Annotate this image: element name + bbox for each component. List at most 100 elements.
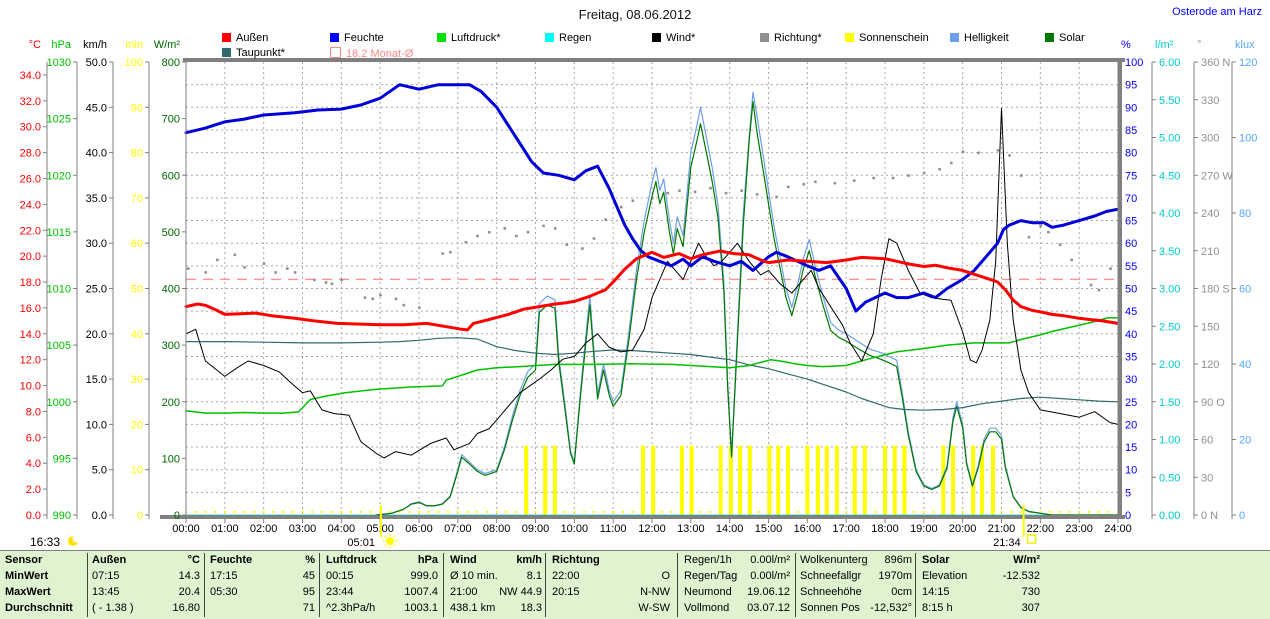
chart-label: 100 xyxy=(1125,57,1143,69)
table-cell-regen-value: 03.07.12 xyxy=(747,602,790,614)
chart-label: 23:00 xyxy=(1065,523,1093,535)
legend-swatch-icon xyxy=(222,33,231,42)
chart-label: 100 xyxy=(1239,133,1257,145)
chart-label: 400 xyxy=(162,284,180,296)
legend-label: Regen xyxy=(559,32,592,44)
chart-label: 19:00 xyxy=(910,523,938,535)
table-cell-solar-value: 307 xyxy=(1021,602,1040,614)
chart-label: 1.00 xyxy=(1159,435,1180,447)
chart-label: 18:00 xyxy=(871,523,899,535)
chart-label: 0 xyxy=(174,510,180,522)
legend-item-richtung-: Richtung* xyxy=(760,32,822,44)
table-row-header: MaxWert xyxy=(5,586,51,598)
legend-item-luftdruck-: Luftdruck* xyxy=(437,32,501,44)
chart-label: 09:00 xyxy=(522,523,550,535)
table-cell-feuchte-label: 05:30 xyxy=(210,586,238,598)
table-cell-aussen-label: ( - 1.38 ) xyxy=(92,602,134,614)
legend-item-wind-: Wind* xyxy=(652,32,695,44)
table-cell-wolken-value: 1970m xyxy=(878,570,912,582)
legend-swatch-icon xyxy=(652,33,661,42)
chart-label: 2.50 xyxy=(1159,321,1180,333)
chart-label: 100 xyxy=(125,57,143,69)
chart-label: km/h xyxy=(83,39,107,51)
chart-label: 0.0 xyxy=(92,510,107,522)
series-luftdruck xyxy=(185,317,1119,414)
legend-label: Luftdruck* xyxy=(451,32,501,44)
chart-label: 500 xyxy=(162,227,180,239)
legend-item-taupunkt-: Taupunkt* xyxy=(222,47,285,59)
chart-label: 40 xyxy=(1125,329,1137,341)
page-title: Freitag, 08.06.2012 xyxy=(578,7,692,22)
legend-label: Wind* xyxy=(666,32,696,44)
chart-label: 40.0 xyxy=(86,148,107,160)
chart-label: 95 xyxy=(1125,80,1137,92)
chart-label: 70 xyxy=(1125,193,1137,205)
table-cell-luftdruck-value: hPa xyxy=(417,554,438,566)
legend-label: Taupunkt* xyxy=(236,47,285,59)
chart-label: 11:00 xyxy=(600,523,627,535)
chart-label: 800 xyxy=(162,57,180,69)
chart-label: 700 xyxy=(162,114,180,126)
chart-label: 80 xyxy=(1125,148,1137,160)
chart-label: 4.50 xyxy=(1159,170,1180,182)
legend-item-helligkeit: Helligkeit xyxy=(950,32,1009,44)
table-cell-solar-label: Elevation xyxy=(922,570,968,582)
table-cell-wolken-label: Schneefallgr xyxy=(800,570,862,582)
chart-label: 10.0 xyxy=(20,381,41,393)
chart-label: 1020 xyxy=(47,170,71,182)
sun-markers: 05:01 21:34 16:33 xyxy=(30,505,1037,549)
chart-label: 50 xyxy=(131,284,143,296)
chart-label: 10 xyxy=(1125,465,1137,477)
chart-label: 22.0 xyxy=(20,225,41,237)
table-cell-wind-value: km/h xyxy=(516,554,542,566)
table-column-separator xyxy=(915,553,916,617)
chart-label: 240 xyxy=(1201,208,1219,220)
series-richtung-dots xyxy=(186,149,1112,309)
chart-label: 25.0 xyxy=(86,284,107,296)
table-cell-wolken-value: -12,532° xyxy=(870,602,912,614)
series-solar xyxy=(375,100,1119,516)
table-cell-aussen-value: 20.4 xyxy=(178,586,200,598)
chart-label: 15.0 xyxy=(86,374,107,386)
chart-label: 20 xyxy=(1125,419,1137,431)
chart-label: 16:00 xyxy=(794,523,822,535)
table-cell-solar-label: 14:15 xyxy=(922,586,950,598)
axis-%: % 0 5 10 15 20 25 30 35 40 45 50 55 60 65 70 75 80 85 90 95 1… xyxy=(1117,39,1143,522)
table-cell-luftdruck-label: 00:15 xyxy=(326,570,354,582)
axis-km/h: km/h 0.0 5.0 10.0 15.0 20.0 25.0 30.0 35.0 40.0 45… xyxy=(83,39,114,522)
table-cell-regen-value: 0.00l/m² xyxy=(750,554,790,566)
table-cell-solar-value: -12.532 xyxy=(1002,570,1040,582)
chart-label: 60 xyxy=(1125,238,1137,250)
table-cell-richtung-value: N-NW xyxy=(640,586,670,598)
chart-label: 21:00 xyxy=(988,523,1016,535)
station-name-link[interactable]: Osterode am Harz xyxy=(1172,6,1262,18)
chart-label: 30 xyxy=(131,374,143,386)
legend-swatch-icon xyxy=(950,33,959,42)
chart-label: 80 xyxy=(1239,208,1251,220)
chart-label: 25 xyxy=(1125,397,1137,409)
legend-label: Sonnenschein xyxy=(859,32,929,44)
legend-label: Solar xyxy=(1059,32,1085,44)
series-feuchte xyxy=(184,83,1120,313)
chart-label: 1025 xyxy=(47,114,71,126)
table-cell-wolken-label: Schneehöhe xyxy=(800,586,862,598)
chart-label: 14:00 xyxy=(716,523,744,535)
chart-label: 00:00 xyxy=(172,523,200,535)
chart-label: 6.0 xyxy=(26,432,41,444)
chart-label: 1000 xyxy=(47,397,71,409)
legend-swatch-icon xyxy=(437,33,446,42)
chart-label: % xyxy=(1121,39,1131,51)
chart-label: 03:00 xyxy=(289,523,317,535)
chart-label: 5.00 xyxy=(1159,133,1180,145)
chart-label: 10:00 xyxy=(561,523,589,535)
chart-label: 65 xyxy=(1125,216,1137,228)
table-cell-feuchte-value: 71 xyxy=(302,602,315,614)
legend-swatch-icon xyxy=(545,33,554,42)
chart-label: 15 xyxy=(1125,442,1137,454)
chart-label: l/m² xyxy=(1155,39,1174,51)
chart-label: 40 xyxy=(1239,359,1251,371)
table-row-header: Durchschnitt xyxy=(5,602,73,614)
table-cell-regen-value: 0.00l/m² xyxy=(750,570,790,582)
chart-label: 10.0 xyxy=(86,419,107,431)
